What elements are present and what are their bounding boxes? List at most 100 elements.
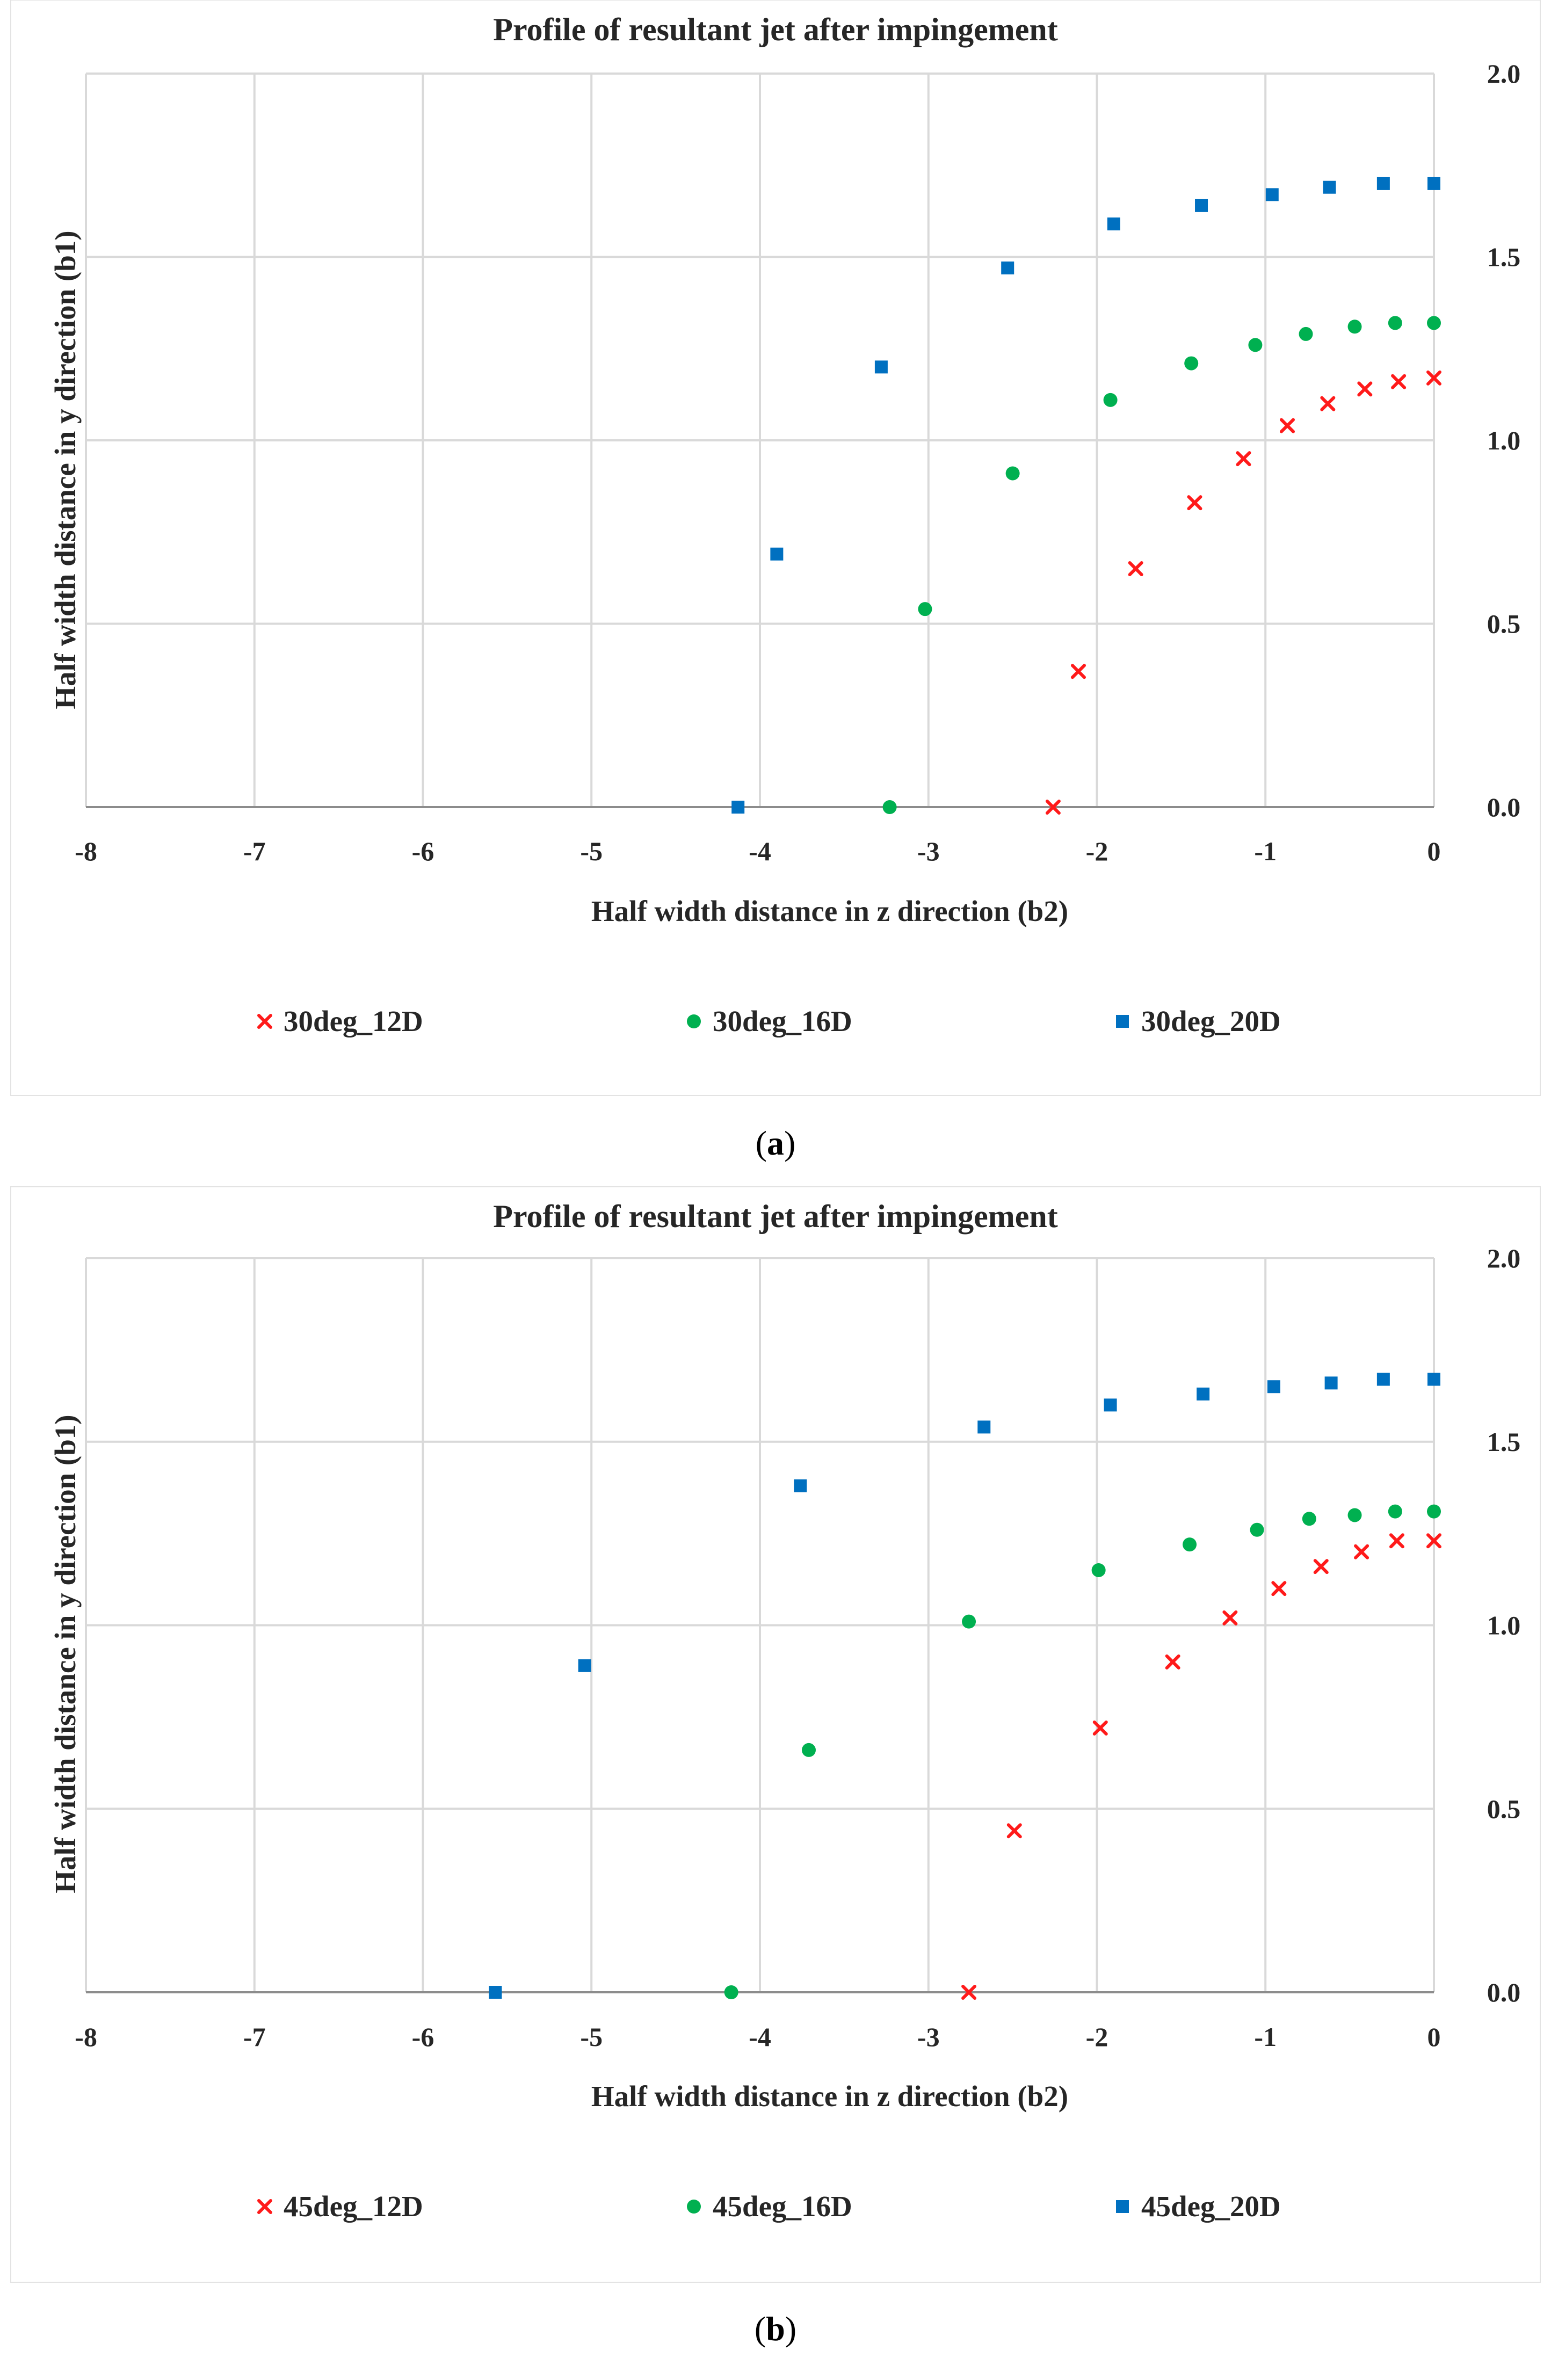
data-point xyxy=(1357,381,1373,397)
data-point xyxy=(1165,1654,1180,1670)
legend-label: 30deg_20D xyxy=(1141,1005,1281,1037)
legend: 30deg_12D 30deg_16D 30deg_20D xyxy=(257,1005,1281,1037)
x-tick-label: -4 xyxy=(749,836,771,866)
data-point xyxy=(1250,1522,1264,1537)
legend-label: 30deg_12D xyxy=(284,1005,423,1037)
x-tick-label: -1 xyxy=(1254,836,1277,866)
data-point xyxy=(1006,1823,1022,1839)
y-tick-label: 0.0 xyxy=(1487,792,1521,822)
y-axis-title: Half width distance in y direction (b1) xyxy=(49,230,82,709)
data-point xyxy=(1388,316,1402,330)
x-tick-label: -7 xyxy=(243,836,266,866)
y-tick-label: 0.0 xyxy=(1487,1977,1521,2007)
x-tick-label: -4 xyxy=(749,2022,771,2052)
legend-label: 45deg_16D xyxy=(713,2190,852,2223)
data-point xyxy=(1427,177,1440,190)
data-point xyxy=(1427,316,1441,330)
data-point xyxy=(1354,1544,1369,1559)
y-axis-title: Half width distance in y direction (b1) xyxy=(49,1414,82,1893)
data-point xyxy=(1107,217,1120,231)
data-point xyxy=(882,800,897,814)
chart-area-frame xyxy=(10,0,1541,1096)
data-point xyxy=(1195,199,1208,212)
tick-labels: -8 -7 -6 -5 -4 -3 -2 -1 0 0.0 0.5 1.0 1.5 2.0 xyxy=(75,59,1520,866)
data-point xyxy=(1184,356,1199,371)
data-point xyxy=(1128,561,1143,577)
data-point xyxy=(1001,261,1014,274)
data-point xyxy=(1388,1504,1402,1519)
data-point xyxy=(1320,396,1336,411)
chart-panel-b: Profile of resultant jet after impingeme… xyxy=(10,1186,1541,2348)
data-point xyxy=(1183,1537,1197,1552)
y-tick-label: 2.0 xyxy=(1487,59,1521,89)
x-tick-label: -8 xyxy=(75,836,97,866)
data-point xyxy=(724,1985,738,1999)
data-points xyxy=(489,1373,1441,2000)
data-point xyxy=(1324,1376,1338,1390)
x-tick-label: -6 xyxy=(412,2022,434,2052)
data-point xyxy=(1197,1387,1210,1401)
data-point xyxy=(1427,1373,1440,1386)
data-point xyxy=(489,1986,502,1999)
data-point xyxy=(1103,393,1118,407)
legend-marker xyxy=(257,1014,272,1029)
data-point xyxy=(1299,326,1313,341)
y-tick-label: 0.5 xyxy=(1487,1794,1521,1824)
x-tick-label: -8 xyxy=(75,2022,97,2052)
data-point xyxy=(977,1420,991,1434)
x-tick-label: 0 xyxy=(1427,2022,1441,2052)
caption-letter: a xyxy=(767,1124,784,1162)
x-tick-label: -1 xyxy=(1254,2022,1277,2052)
x-axis-title: Half width distance in z direction (b2) xyxy=(591,895,1068,927)
data-points xyxy=(731,177,1441,815)
legend-marker xyxy=(687,1014,701,1028)
legend-item: 30deg_16D xyxy=(687,1005,852,1037)
data-point xyxy=(1236,451,1251,467)
legend-marker xyxy=(687,2200,701,2214)
data-point xyxy=(1070,664,1086,679)
panel-caption: (b) xyxy=(755,2310,796,2348)
legend-label: 45deg_20D xyxy=(1141,2190,1281,2223)
data-point xyxy=(794,1479,807,1492)
data-point xyxy=(1347,1508,1362,1522)
data-point xyxy=(1323,180,1336,194)
data-point xyxy=(1222,1610,1238,1626)
data-point xyxy=(731,801,745,814)
data-point xyxy=(770,547,784,561)
panel-caption: (a) xyxy=(756,1124,796,1162)
data-point xyxy=(1280,418,1295,433)
data-point xyxy=(1248,338,1263,352)
data-point xyxy=(1271,1581,1287,1597)
legend-item: 45deg_20D xyxy=(1116,2190,1281,2223)
x-axis-title: Half width distance in z direction (b2) xyxy=(591,2080,1068,2113)
x-tick-label: -5 xyxy=(580,2022,603,2052)
data-point xyxy=(1267,1380,1280,1394)
data-point xyxy=(578,1659,591,1672)
data-point xyxy=(1302,1512,1316,1526)
tick-labels: -8 -7 -6 -5 -4 -3 -2 -1 0 0.0 0.5 1.0 1.5 2.0 xyxy=(75,1243,1520,2052)
x-tick-label: -7 xyxy=(243,2022,266,2052)
legend-marker xyxy=(257,2199,272,2214)
data-point xyxy=(1313,1559,1329,1574)
data-point xyxy=(1187,495,1202,511)
legend-label: 30deg_16D xyxy=(713,1005,852,1037)
data-point xyxy=(1389,1533,1404,1549)
data-point xyxy=(1092,1720,1108,1736)
y-tick-label: 2.0 xyxy=(1487,1243,1521,1273)
data-point xyxy=(1426,370,1441,386)
x-tick-label: -5 xyxy=(580,836,603,866)
data-point xyxy=(1426,1533,1441,1549)
legend-item: 45deg_12D xyxy=(257,2190,423,2223)
data-point xyxy=(961,1985,977,2000)
chart-title: Profile of resultant jet after impingeme… xyxy=(493,12,1057,47)
legend-marker xyxy=(1116,1015,1129,1028)
caption-letter: b xyxy=(766,2310,785,2348)
x-tick-label: -3 xyxy=(917,2022,940,2052)
data-point xyxy=(1005,466,1020,481)
x-tick-label: -2 xyxy=(1086,2022,1108,2052)
data-point xyxy=(801,1743,816,1757)
data-point xyxy=(1376,1373,1390,1386)
legend-item: 30deg_20D xyxy=(1116,1005,1281,1037)
